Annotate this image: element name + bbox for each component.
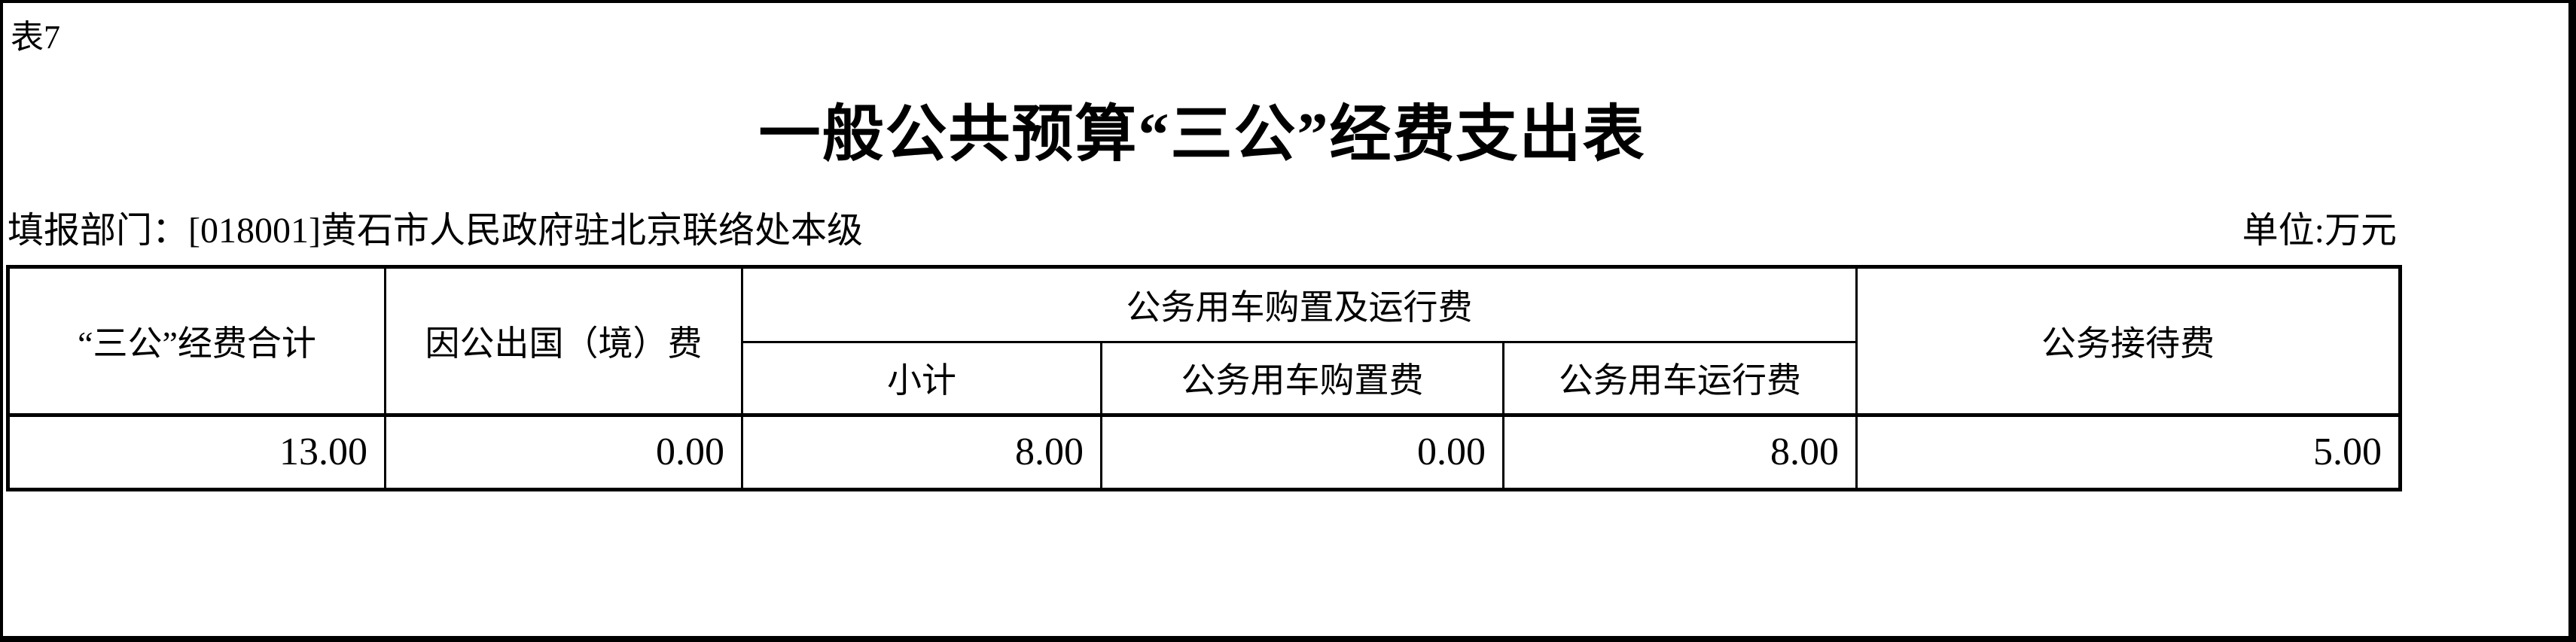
header-three-public-total: “三公”经费合计 xyxy=(7,265,386,416)
header-vehicle-subtotal: 小计 xyxy=(741,340,1102,416)
header-row-2: 小计 公务用车购置费 公务用车运行费 xyxy=(8,340,2401,416)
unit-label: 单位:万元 xyxy=(2242,211,2397,251)
cell-abroad-expense: 0.00 xyxy=(384,412,743,491)
header-vehicle-operation: 公务用车运行费 xyxy=(1501,340,1858,416)
cell-three-public-total: 13.00 xyxy=(7,412,386,491)
cell-vehicle-purchase: 0.00 xyxy=(1100,412,1504,491)
header-vehicle-purchase: 公务用车购置费 xyxy=(1100,340,1504,416)
page-title: 一般公共预算“三公”经费支出表 xyxy=(758,100,1646,169)
header-reception-expense: 公务接待费 xyxy=(1855,265,2402,416)
meta-row: 填报部门：[018001]黄石市人民政府驻北京联络处本级 单位:万元 xyxy=(6,209,2398,253)
header-vehicle-group: 公务用车购置及运行费 xyxy=(740,265,1858,343)
cell-vehicle-subtotal: 8.00 xyxy=(741,412,1102,491)
table-row: 13.00 0.00 8.00 0.00 8.00 5.00 xyxy=(7,412,2402,491)
cell-vehicle-operation: 8.00 xyxy=(1501,412,1858,491)
cell-reception-expense: 5.00 xyxy=(1855,412,2402,491)
header-row-1: “三公”经费合计 因公出国（境）费 公务用车购置及运行费 公务接待费 xyxy=(7,265,2402,416)
reporting-department-label: 填报部门：[018001]黄石市人民政府驻北京联络处本级 xyxy=(8,211,863,251)
header-abroad-expense: 因公出国（境）费 xyxy=(384,265,743,416)
page-content: 表7 一般公共预算“三公”经费支出表 填报部门：[018001]黄石市人民政府驻… xyxy=(3,3,2403,491)
table-number-label: 表7 xyxy=(11,19,60,56)
three-public-expenses-table: “三公”经费合计 因公出国（境）费 公务用车购置及运行费 公务接待费 小计 公务… xyxy=(6,264,2403,491)
